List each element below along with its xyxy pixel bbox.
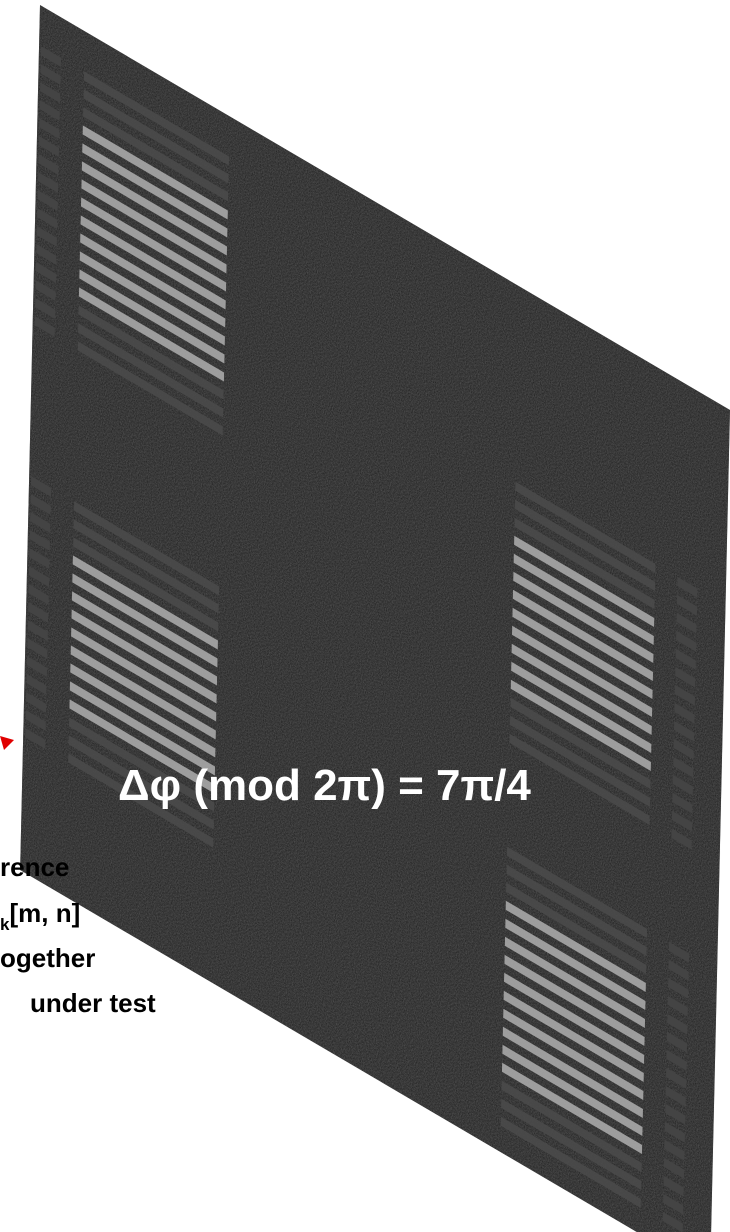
caption-line: ogether: [0, 943, 95, 973]
caption-text: under test: [30, 988, 156, 1018]
caption-line: under test: [30, 988, 156, 1018]
caption-text: ogether: [0, 943, 95, 973]
caption-text: rence: [0, 852, 69, 882]
caption-line: rence: [0, 852, 69, 882]
phase-annotation: Δφ (mod 2π) = 7π/4: [118, 761, 531, 810]
caption-line: k[m, n]: [0, 898, 80, 934]
skewed-image: [20, 5, 730, 1232]
page: Δφ (mod 2π) = 7π/4 rence k[m, n] ogether un…: [0, 0, 730, 1232]
red-arrow-tip: [0, 736, 14, 750]
figure: Δφ (mod 2π) = 7π/4 rence k[m, n] ogether un…: [0, 0, 730, 1232]
caption-text: [m, n]: [9, 898, 80, 928]
